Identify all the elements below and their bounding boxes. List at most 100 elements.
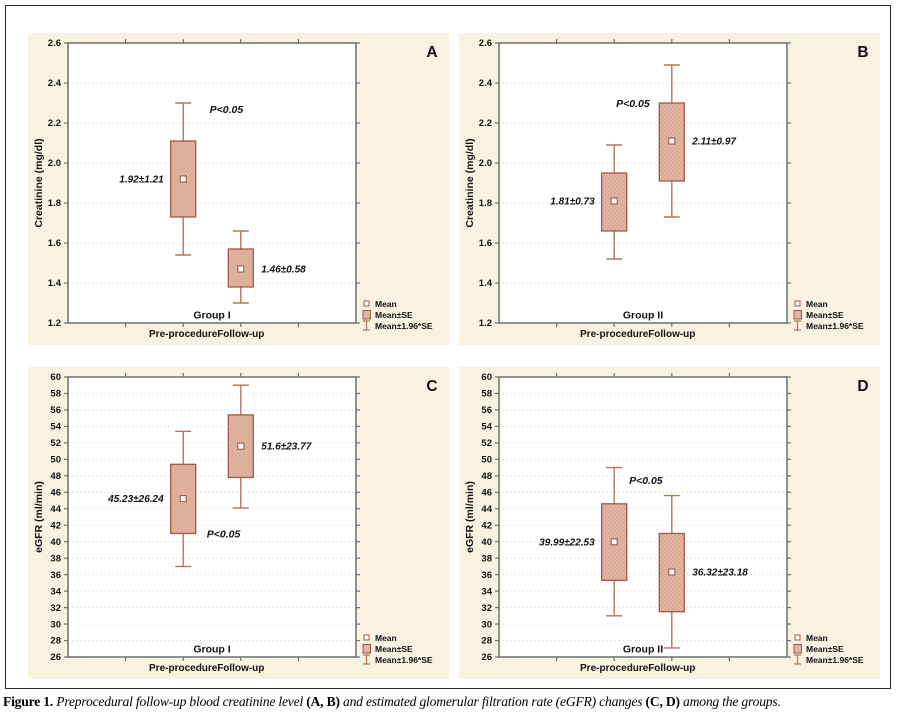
plot-frame <box>67 376 357 658</box>
se-box-marker-icon <box>362 310 371 320</box>
legend-label: Mean±1.96*SE <box>806 321 864 331</box>
y-axis-title: Creatinine (mg/dl) <box>33 138 45 227</box>
legend-label: Mean±1.96*SE <box>375 321 433 331</box>
y-tick-label: 1.6 <box>48 238 61 249</box>
p-value-annotation: P<0.05 <box>210 104 244 116</box>
group-label: Group II <box>623 310 663 322</box>
mean-se-value-label: 1.81±0.73 <box>550 197 595 208</box>
chart-a: 1.2 1.4 1.6 1.8 2.0 2.2 2.4 2.6 Pre-procedure Fol… <box>33 38 438 340</box>
y-tick-label: 40 <box>50 537 61 548</box>
y-tick-label: 1.6 <box>479 238 492 249</box>
x-category-label: Follow-up <box>217 329 264 340</box>
mean-marker <box>179 175 187 183</box>
y-tick-label: 26 <box>481 652 492 663</box>
y-axis: 1.2 1.4 1.6 1.8 2.0 2.2 2.4 2.6 <box>48 38 360 329</box>
y-tick-label: 1.4 <box>479 278 493 289</box>
legend-label: Mean <box>375 299 397 309</box>
y-tick-label: 40 <box>481 537 492 548</box>
ci-whisker-marker-icon <box>794 320 801 331</box>
mean-se-value-label: 1.92±1.21 <box>119 175 164 186</box>
y-tick-label: 28 <box>481 636 492 647</box>
y-tick-label: 2.2 <box>479 118 492 129</box>
y-tick-label: 2.6 <box>479 38 492 49</box>
y-tick-label: 50 <box>50 455 61 466</box>
ci-whisker-marker-icon <box>794 654 801 665</box>
y-axis: 26 28 30 32 34 36 38 40 42 44 46 48 50 52 54 56 58 60 <box>481 372 791 663</box>
panel-d-egfr-group2: 26 28 30 32 34 36 38 40 42 44 46 48 50 52 54 56 58 60 Pre-… <box>459 367 880 679</box>
y-tick-label: 60 <box>50 372 61 383</box>
mean-se-value-label: 1.46±0.58 <box>261 265 306 276</box>
y-tick-label: 2.4 <box>479 78 493 89</box>
legend-label: Mean <box>806 299 828 309</box>
y-tick-label: 54 <box>50 422 61 433</box>
y-axis: 1.2 1.4 1.6 1.8 2.0 2.2 2.4 2.6 <box>479 38 791 329</box>
y-axis-title: Creatinine (mg/dl) <box>464 138 476 227</box>
group-label: Group I <box>193 644 230 656</box>
y-tick-label: 1.8 <box>479 198 492 209</box>
mean-marker <box>237 442 245 450</box>
plot-area <box>499 43 787 323</box>
mean-square-marker-icon <box>363 300 370 307</box>
y-tick-label: 42 <box>481 520 492 531</box>
y-tick-label: 52 <box>481 438 492 449</box>
panel-letter: C <box>426 378 437 395</box>
mean-se-value-label: 45.23±26.24 <box>107 494 164 505</box>
y-tick-label: 34 <box>481 586 492 597</box>
x-category-label: Pre-procedure <box>580 663 649 674</box>
boxplot-pre-procedure: 45.23±26.24 <box>107 430 197 568</box>
mean-square-marker-icon <box>794 634 801 641</box>
panel-b-creatinine-group2: 1.2 1.4 1.6 1.8 2.0 2.2 2.4 2.6 Pre-procedure Fol… <box>459 33 880 345</box>
y-axis-title: eGFR (ml/min) <box>33 481 45 553</box>
y-tick-label: 50 <box>481 455 492 466</box>
y-tick-label: 58 <box>50 389 61 400</box>
boxplot-pre-procedure: 39.99±22.53 <box>539 466 628 617</box>
p-value-annotation: P<0.05 <box>629 475 663 487</box>
y-tick-label: 28 <box>50 636 61 647</box>
y-tick-label: 30 <box>50 619 61 630</box>
legend-label: Mean±1.96*SE <box>375 655 433 665</box>
caption-segment-3: and estimated glomerular filtration rate… <box>339 694 646 709</box>
panel-c-egfr-group1: 26 28 30 32 34 36 38 40 42 44 46 48 50 52 54 56 58 60 Pre-… <box>28 367 449 679</box>
y-tick-label: 36 <box>481 570 492 581</box>
ci-whisker-marker-icon <box>363 654 370 665</box>
mean-se-value-label: 39.99±22.53 <box>539 537 595 548</box>
chart-d: 26 28 30 32 34 36 38 40 42 44 46 48 50 52 54 56 58 60 Pre-… <box>464 372 869 674</box>
y-tick-label: 38 <box>481 553 492 564</box>
y-tick-label: 2.2 <box>48 118 61 129</box>
caption-segment-0: Figure 1. <box>3 694 57 709</box>
y-tick-label: 32 <box>50 603 61 614</box>
legend-label: Mean±SE <box>375 644 413 654</box>
panel-letter: A <box>426 44 437 61</box>
y-tick-label: 26 <box>50 652 61 663</box>
y-tick-label: 34 <box>50 586 61 597</box>
y-tick-label: 1.2 <box>48 318 61 329</box>
x-category-label: Pre-procedure <box>149 329 218 340</box>
plot-area <box>499 377 787 657</box>
legend-label: Mean±SE <box>375 310 413 320</box>
y-tick-label: 52 <box>50 438 61 449</box>
mean-marker <box>237 265 245 273</box>
y-tick-label: 1.2 <box>479 318 492 329</box>
x-category-label: Pre-procedure <box>149 663 218 674</box>
mean-square-marker-icon <box>794 300 801 307</box>
legend-label: Mean±SE <box>806 644 844 654</box>
y-tick-label: 42 <box>50 520 61 531</box>
mean-se-value-label: 51.6±23.77 <box>261 442 311 453</box>
plot-area <box>68 377 356 657</box>
y-tick-label: 44 <box>50 504 61 515</box>
mean-marker <box>179 495 187 503</box>
x-category-label: Follow-up <box>217 663 264 674</box>
mean-marker <box>610 538 618 546</box>
plot-frame <box>498 42 788 324</box>
y-tick-label: 2.6 <box>48 38 61 49</box>
y-tick-label: 56 <box>50 405 61 416</box>
y-tick-label: 44 <box>481 504 492 515</box>
y-tick-label: 48 <box>50 471 61 482</box>
chart-c: 26 28 30 32 34 36 38 40 42 44 46 48 50 52 54 56 58 60 Pre-… <box>33 372 438 674</box>
y-tick-label: 30 <box>481 619 492 630</box>
boxplot-follow-up: 1.46±0.58 <box>227 230 306 304</box>
